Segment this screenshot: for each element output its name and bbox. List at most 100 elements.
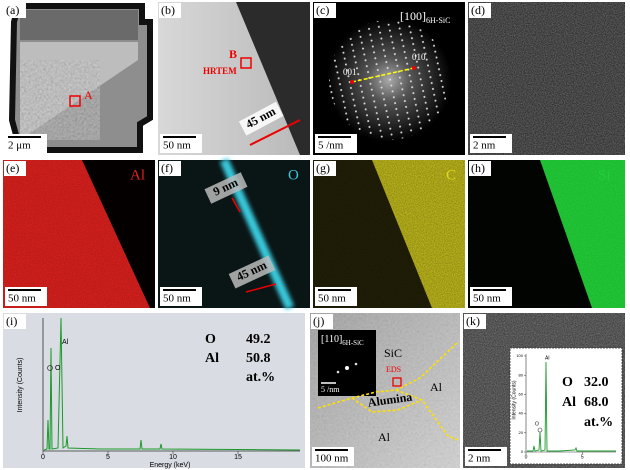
panel-d	[468, 2, 625, 155]
composition-element: Al	[205, 351, 219, 366]
spot	[345, 366, 349, 370]
composition-unit: at.%	[246, 370, 275, 385]
spot-line	[351, 67, 415, 83]
scale-label: 2 nm	[468, 453, 491, 465]
region-label: SiC	[384, 346, 402, 360]
scale-bg	[315, 287, 357, 306]
element-label: Al	[130, 167, 145, 183]
label-bg	[464, 314, 486, 329]
panel-a: A	[3, 2, 155, 155]
x-tick-label: 5	[581, 454, 584, 460]
peak-marker	[537, 427, 543, 433]
y-tick-label: 20	[519, 430, 524, 435]
label-bg	[159, 161, 181, 176]
scale-label: 50 nm	[473, 293, 501, 305]
map-texture	[3, 160, 155, 308]
label-bg	[4, 3, 26, 18]
y-tick-label: 0	[521, 449, 524, 454]
x-tick-label: 10	[169, 454, 177, 461]
element-label: O	[288, 167, 299, 183]
scale-bg	[465, 447, 507, 466]
spot	[350, 80, 354, 84]
element-label: C	[446, 167, 456, 183]
zone-axis-phase: 6H-SiC	[342, 339, 364, 347]
panel-h: Si	[468, 160, 625, 308]
peak-label: O	[55, 365, 61, 372]
panel-label: (i)	[6, 314, 17, 328]
peak-label: O	[535, 421, 539, 427]
lamella-band	[20, 10, 138, 40]
spectrum	[43, 317, 301, 451]
panel-label: (f)	[161, 161, 173, 175]
peak-label: Al	[545, 355, 549, 361]
peak-label: Al	[62, 339, 69, 346]
region-label: Al	[378, 430, 391, 444]
scale-label: 50 nm	[8, 293, 36, 305]
tag-bg	[228, 255, 276, 289]
eds-label: EDS	[386, 365, 401, 374]
boundary	[395, 389, 459, 441]
zone-axis: [100]6H-SiC	[400, 9, 450, 25]
y-axis-label: Intensity (Counts)	[511, 380, 517, 420]
spot	[354, 362, 358, 366]
region-label: Al	[430, 380, 443, 394]
scale-bg	[312, 447, 354, 466]
spot	[336, 370, 340, 374]
composition-value: 32.0	[584, 375, 609, 390]
panel-bg	[3, 313, 305, 468]
composition-value: 50.8	[246, 351, 271, 366]
map-texture	[313, 160, 465, 308]
scale-bg	[160, 287, 202, 306]
x-axis-label: Energy (keV)	[150, 462, 191, 469]
panel-label: (e)	[6, 161, 19, 175]
element-label: Si	[598, 167, 611, 183]
scale-bg	[470, 287, 512, 306]
label-bg	[4, 314, 26, 329]
label-bg	[469, 3, 491, 18]
scale-label: 50 nm	[163, 140, 191, 152]
inset-scale-label: 5 /nm	[321, 385, 340, 394]
marker-label: A	[84, 88, 93, 102]
boundary	[351, 397, 423, 413]
label-bg	[314, 161, 336, 176]
diffraction-spots	[329, 20, 449, 140]
y-tick-label: 80	[519, 372, 524, 377]
composition-element: O	[562, 375, 573, 390]
y-tick-label: 40	[519, 411, 524, 416]
panel-f: 9 nm 45 nm O	[158, 158, 310, 310]
y-tick-label: 100	[516, 353, 523, 358]
scale-label: 5 /nm	[318, 140, 344, 152]
map-texture	[468, 160, 625, 308]
marker-note: HRTEM	[203, 66, 237, 76]
inset-bg	[509, 347, 623, 465]
y-tick-label: 60	[519, 391, 524, 396]
scale-label: 2 μm	[8, 140, 31, 152]
composition-value: 68.0	[584, 395, 609, 410]
lattice-texture	[468, 2, 625, 155]
x-tick-label: 0	[41, 454, 45, 461]
composition-unit: at.%	[584, 415, 613, 430]
x-tick-label: 5	[106, 454, 110, 461]
panel-b: B HRTEM 45 nm	[158, 2, 310, 155]
scale-label: 50 nm	[318, 293, 346, 305]
boundary	[317, 341, 459, 409]
panel-e: Al	[3, 160, 155, 308]
scale-bg	[5, 287, 47, 306]
panel-label: (a)	[6, 3, 19, 17]
scale-label: 100 nm	[315, 453, 349, 465]
scale-label: 50 nm	[163, 293, 191, 305]
scale-bg	[315, 134, 357, 153]
tag-bg	[204, 172, 248, 204]
scale-label: 2 nm	[473, 140, 496, 152]
dark-region	[236, 2, 310, 155]
zone-axis-phase: 6H-SiC	[426, 16, 450, 25]
panel-k: O Al Intensity (Counts) O 32.0 Al 68.0 a…	[463, 313, 625, 468]
peak-marker	[47, 365, 53, 371]
label-bg	[314, 3, 336, 18]
composition-value: 49.2	[246, 332, 271, 347]
y-axis-label: Intensity (Counts)	[17, 358, 24, 413]
zone-axis-index: [110]	[321, 334, 342, 345]
zone-axis: [110]6H-SiC	[321, 334, 364, 346]
lamella-texture	[20, 60, 100, 140]
